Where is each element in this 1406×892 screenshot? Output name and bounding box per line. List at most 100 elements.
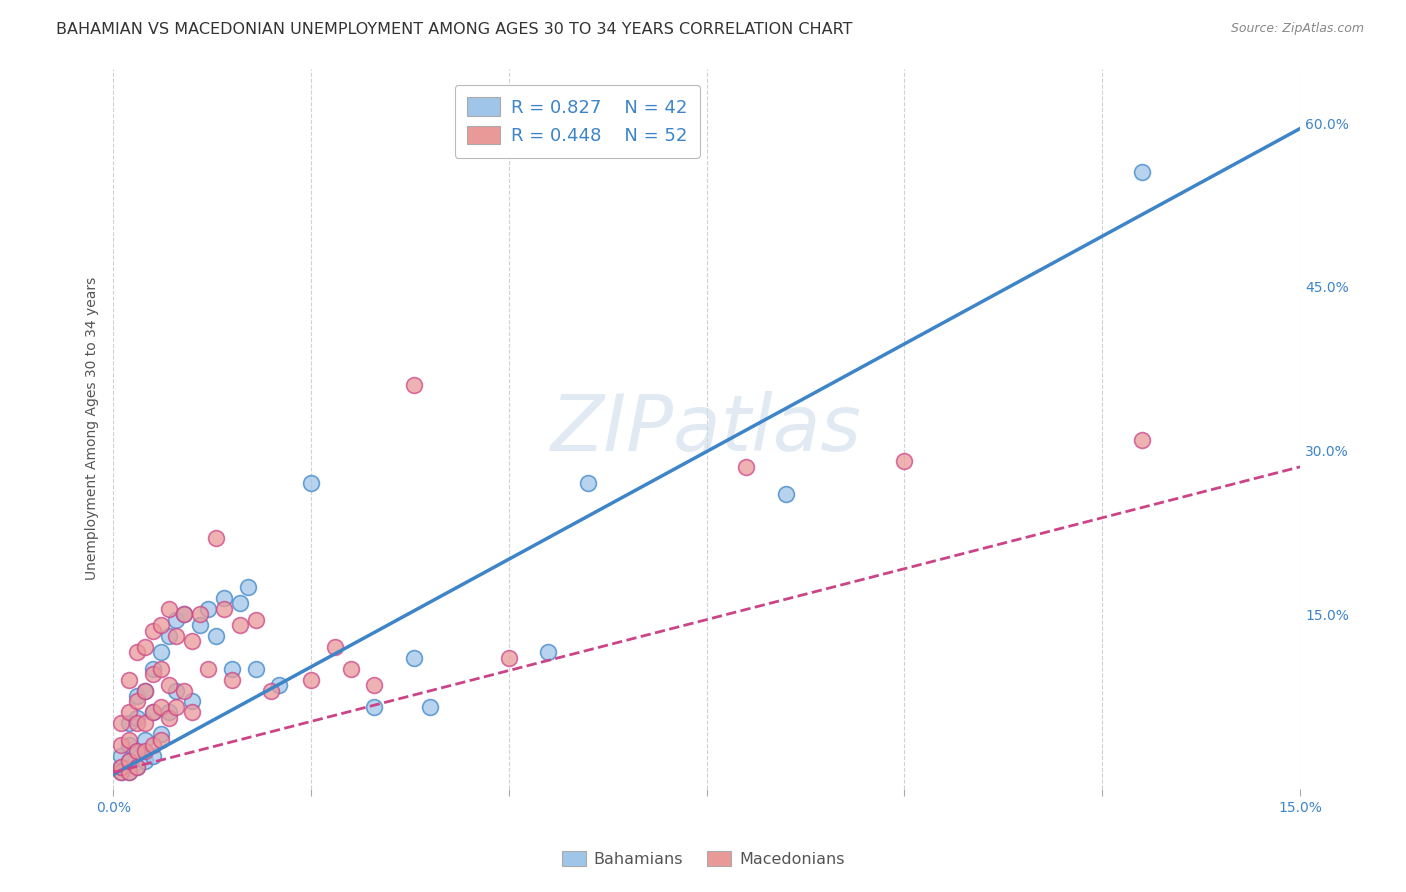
Point	[125, 760, 148, 774]
Point	[142, 738, 165, 752]
Point	[735, 459, 758, 474]
Point	[166, 629, 188, 643]
Text: Source: ZipAtlas.com: Source: ZipAtlas.com	[1230, 22, 1364, 36]
Point	[142, 706, 165, 720]
Legend: R = 0.827    N = 42, R = 0.448    N = 52: R = 0.827 N = 42, R = 0.448 N = 52	[454, 85, 700, 158]
Point	[134, 732, 156, 747]
Point	[118, 738, 141, 752]
Point	[173, 607, 195, 622]
Point	[142, 706, 165, 720]
Point	[245, 662, 267, 676]
Point	[181, 634, 204, 648]
Point	[212, 601, 235, 615]
Point	[1130, 165, 1153, 179]
Point	[197, 662, 219, 676]
Point	[205, 629, 228, 643]
Point	[299, 476, 322, 491]
Point	[157, 711, 180, 725]
Point	[269, 678, 291, 692]
Point	[419, 699, 441, 714]
Point	[125, 760, 148, 774]
Point	[134, 755, 156, 769]
Point	[157, 629, 180, 643]
Point	[166, 683, 188, 698]
Point	[110, 765, 132, 780]
Point	[323, 640, 346, 654]
Point	[125, 694, 148, 708]
Point	[221, 662, 243, 676]
Point	[125, 645, 148, 659]
Point	[149, 699, 172, 714]
Point	[110, 760, 132, 774]
Point	[134, 716, 156, 731]
Point	[118, 732, 141, 747]
Point	[142, 749, 165, 764]
Point	[125, 743, 148, 757]
Point	[142, 662, 165, 676]
Point	[110, 749, 132, 764]
Point	[339, 662, 361, 676]
Point	[118, 716, 141, 731]
Point	[173, 607, 195, 622]
Point	[142, 667, 165, 681]
Point	[221, 673, 243, 687]
Point	[498, 650, 520, 665]
Point	[118, 755, 141, 769]
Point	[402, 650, 425, 665]
Point	[402, 378, 425, 392]
Point	[893, 454, 915, 468]
Point	[134, 743, 156, 757]
Text: ZIPatlas: ZIPatlas	[551, 391, 862, 467]
Point	[149, 727, 172, 741]
Point	[212, 591, 235, 605]
Point	[110, 716, 132, 731]
Point	[775, 487, 797, 501]
Point	[125, 743, 148, 757]
Point	[157, 601, 180, 615]
Point	[205, 531, 228, 545]
Point	[118, 706, 141, 720]
Point	[125, 711, 148, 725]
Point	[576, 476, 599, 491]
Point	[236, 580, 259, 594]
Legend: Bahamians, Macedonians: Bahamians, Macedonians	[555, 845, 851, 873]
Point	[118, 673, 141, 687]
Point	[181, 694, 204, 708]
Point	[181, 706, 204, 720]
Point	[260, 683, 283, 698]
Point	[134, 640, 156, 654]
Text: BAHAMIAN VS MACEDONIAN UNEMPLOYMENT AMONG AGES 30 TO 34 YEARS CORRELATION CHART: BAHAMIAN VS MACEDONIAN UNEMPLOYMENT AMON…	[56, 22, 853, 37]
Point	[229, 618, 252, 632]
Point	[197, 601, 219, 615]
Point	[229, 596, 252, 610]
Point	[188, 607, 211, 622]
Point	[110, 765, 132, 780]
Point	[149, 662, 172, 676]
Point	[149, 618, 172, 632]
Point	[363, 678, 385, 692]
Point	[1130, 433, 1153, 447]
Point	[157, 706, 180, 720]
Point	[157, 678, 180, 692]
Point	[149, 732, 172, 747]
Point	[134, 683, 156, 698]
Point	[245, 613, 267, 627]
Y-axis label: Unemployment Among Ages 30 to 34 years: Unemployment Among Ages 30 to 34 years	[86, 277, 100, 581]
Point	[188, 618, 211, 632]
Point	[173, 683, 195, 698]
Point	[142, 624, 165, 638]
Point	[118, 765, 141, 780]
Point	[110, 738, 132, 752]
Point	[125, 716, 148, 731]
Point	[110, 760, 132, 774]
Point	[149, 645, 172, 659]
Point	[118, 755, 141, 769]
Point	[134, 683, 156, 698]
Point	[166, 699, 188, 714]
Point	[537, 645, 560, 659]
Point	[299, 673, 322, 687]
Point	[166, 613, 188, 627]
Point	[118, 765, 141, 780]
Point	[125, 689, 148, 703]
Point	[363, 699, 385, 714]
